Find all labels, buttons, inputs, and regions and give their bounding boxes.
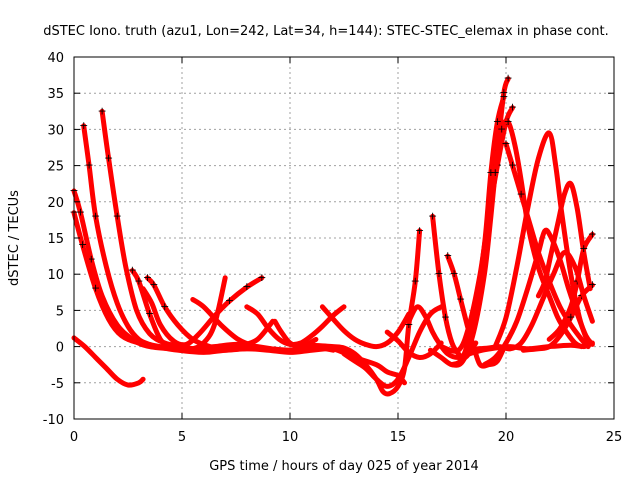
data-point-marker: +	[579, 242, 588, 255]
series-line	[535, 180, 593, 299]
x-tick-label: 20	[498, 430, 515, 445]
data-point-marker: +	[411, 274, 420, 287]
data-point-marker: +	[504, 115, 513, 128]
x-tick-label: 25	[606, 430, 623, 445]
y-tick-label: 30	[47, 123, 64, 138]
series-line	[140, 275, 265, 348]
y-tick-label: 20	[47, 196, 64, 211]
data-point-marker: +	[97, 104, 106, 117]
series-arc15: + + +	[309, 224, 424, 397]
series-arc14	[341, 304, 444, 389]
series-line	[341, 304, 444, 389]
data-point-marker: +	[143, 271, 152, 284]
data-point-marker: +	[91, 209, 100, 222]
data-point-marker: +	[501, 137, 510, 150]
data-point-marker: +	[160, 300, 169, 313]
series-line	[309, 228, 423, 397]
series-line	[99, 108, 315, 354]
data-point-marker: +	[443, 249, 452, 262]
ticks-layer: 0 5 10 15 20 25 -10 -5 0 5 10 15 20 25 30 35 40	[43, 51, 623, 445]
data-point-marker: +	[128, 264, 137, 277]
data-point-marker: +	[441, 311, 450, 324]
series-line	[71, 335, 146, 388]
data-point-marker: +	[499, 90, 508, 103]
data-point-marker: +	[404, 318, 413, 331]
data-point-marker: +	[504, 72, 513, 85]
x-tick-label: 0	[70, 430, 78, 445]
data-point-marker: +	[493, 115, 502, 128]
data-point-marker: +	[87, 253, 96, 266]
series-arc24: + + +	[501, 137, 591, 350]
y-tick-label: 40	[47, 51, 64, 66]
data-point-marker: +	[225, 294, 234, 307]
data-point-marker: +	[486, 166, 495, 179]
data-point-marker: +	[508, 159, 517, 172]
data-point-marker: +	[434, 267, 443, 280]
y-tick-label: 5	[56, 304, 64, 319]
x-axis-label: GPS time / hours of day 025 of year 2014	[209, 459, 479, 474]
series-arc19: + + +	[443, 249, 509, 369]
data-point-marker: +	[499, 86, 508, 99]
x-tick-label: 5	[178, 430, 186, 445]
series-line	[129, 268, 228, 353]
series-line	[427, 76, 511, 368]
x-tick-label: 10	[282, 430, 299, 445]
series-arc2: +++	[69, 184, 282, 353]
data-point-marker: +	[76, 206, 85, 219]
data-point-marker: +	[450, 267, 459, 280]
y-tick-label: 25	[47, 160, 64, 175]
series-line	[503, 141, 591, 350]
y-tick-label: 10	[47, 268, 64, 283]
series-line	[445, 253, 509, 369]
data-point-marker: +	[149, 278, 158, 291]
series-layer: ++++++++++++++++++++++++++++++++++++++++…	[69, 72, 597, 397]
data-point-marker: +	[456, 293, 465, 306]
series-arc6: +++	[128, 264, 228, 353]
y-tick-label: 15	[47, 232, 64, 247]
data-point-marker: +	[517, 188, 526, 201]
data-point-marker: +	[566, 311, 575, 324]
y-tick-label: -5	[51, 377, 64, 392]
data-point-marker: +	[497, 122, 506, 135]
series-arc30	[475, 249, 595, 352]
data-point-marker: +	[588, 278, 597, 291]
data-point-marker: +	[79, 119, 88, 132]
data-point-marker: +	[104, 151, 113, 164]
data-point-marker: +	[113, 209, 122, 222]
data-point-marker: +	[242, 280, 251, 293]
series-line	[475, 249, 595, 352]
data-point-marker: +	[588, 227, 597, 240]
series-arc8: +++	[140, 271, 267, 348]
y-tick-label: -10	[43, 413, 64, 428]
data-point-marker: +	[415, 224, 424, 237]
data-point-marker: +	[145, 307, 154, 320]
data-point-marker: +	[134, 274, 143, 287]
series-arc27	[535, 180, 593, 299]
y-tick-label: 35	[47, 87, 64, 102]
data-point-marker: +	[91, 282, 100, 295]
data-point-marker: +	[508, 101, 517, 114]
data-point-marker: +	[428, 209, 437, 222]
y-tick-label: 0	[56, 341, 64, 356]
chart-title: dSTEC Iono. truth (azu1, Lon=242, Lat=34…	[43, 24, 609, 39]
data-point-marker: +	[257, 271, 266, 284]
series-arc1	[71, 335, 146, 388]
series-arc5: +++	[97, 104, 315, 354]
y-axis-label: dSTEC / TECUs	[7, 190, 22, 286]
data-point-marker: +	[491, 166, 500, 179]
data-point-marker: +	[85, 159, 94, 172]
data-point-marker: +	[78, 238, 87, 251]
x-tick-label: 15	[390, 430, 407, 445]
series-line	[546, 231, 595, 342]
